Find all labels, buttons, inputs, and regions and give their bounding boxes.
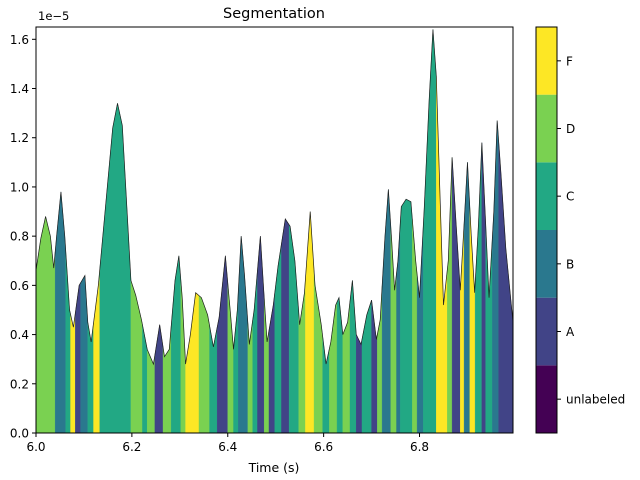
y-tick-label: 0.4 (10, 328, 29, 342)
y-axis: 0.0 0.2 0.4 0.6 0.8 1.0 1.2 1.4 1.6 (10, 33, 36, 441)
segments-layer (35, 29, 514, 434)
chart-title: Segmentation (223, 6, 325, 22)
plot-area: 6.0 6.2 6.4 6.6 6.8 0.0 0.2 0.4 0.6 0.8 1.0 1.2 1.4… (10, 26, 514, 454)
x-tick-label: 6.4 (218, 440, 237, 454)
y-tick-label: 1.2 (10, 131, 29, 145)
y-tick-label: 0.6 (10, 279, 29, 293)
colorbar-label: D (566, 122, 575, 136)
y-tick-label: 1.0 (10, 180, 29, 194)
colorbar: unlabeled A B C D F (535, 26, 625, 434)
colorbar-label: C (566, 190, 574, 204)
x-axis: 6.0 6.2 6.4 6.6 6.8 (26, 433, 429, 454)
envelope-outline (35, 29, 514, 366)
segment-f-3 (70, 313, 76, 434)
colorbar-label: B (566, 257, 574, 271)
colorbar-label: A (566, 325, 575, 339)
colorbar-label: F (566, 54, 573, 68)
x-axis-label: Time (s) (248, 460, 300, 475)
y-offset-label: 1e−5 (38, 9, 69, 23)
y-tick-label: 0.0 (10, 427, 29, 441)
segment-c-46 (400, 198, 413, 434)
x-tick-label: 6.0 (26, 440, 45, 454)
colorbar-swatch-c (536, 162, 557, 230)
colorbar-frame (535, 26, 558, 434)
colorbar-swatch-f (536, 27, 557, 95)
y-tick-label: 1.4 (10, 82, 29, 96)
colorbar-label: unlabeled (566, 393, 625, 407)
y-tick-label: 1.6 (10, 33, 29, 47)
x-tick-label: 6.8 (410, 440, 429, 454)
colorbar-swatch-a (536, 297, 557, 366)
axes-frame (35, 26, 514, 434)
x-tick-label: 6.2 (122, 440, 141, 454)
colorbar-swatch-b (536, 230, 557, 298)
segment-a-29 (281, 218, 290, 434)
segment-a-39 (356, 334, 363, 434)
y-tick-label: 0.8 (10, 230, 29, 244)
x-tick-label: 6.6 (314, 440, 333, 454)
y-tick-label: 0.2 (10, 377, 29, 391)
colorbar-swatch-unlabeled (536, 365, 557, 433)
colorbar-swatch-d (536, 94, 557, 163)
